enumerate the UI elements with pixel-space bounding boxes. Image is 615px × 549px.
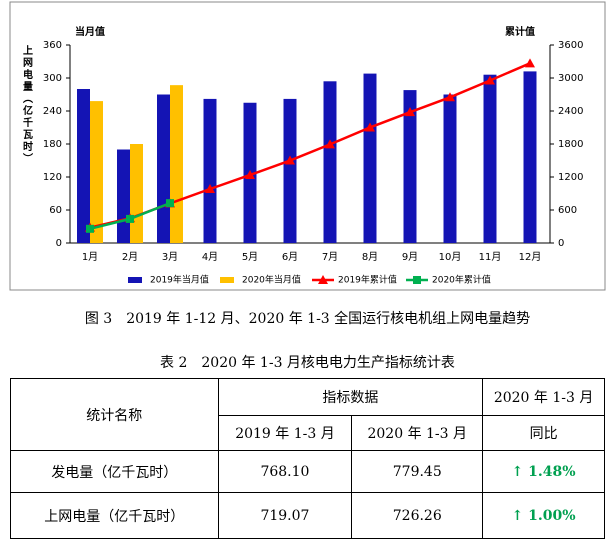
- marker: [365, 122, 375, 132]
- cell: 768.10: [217, 450, 353, 493]
- y2-title: 累计值: [505, 25, 535, 38]
- y-tick-label: 60: [49, 205, 62, 216]
- y2-tick-label: 1800: [558, 139, 583, 150]
- legend-label: 2019年累计值: [338, 274, 397, 286]
- cell: 779.45: [351, 450, 484, 493]
- bar: [403, 90, 417, 243]
- y-tick-label: 120: [43, 172, 62, 183]
- marker: [86, 224, 94, 233]
- cell: 719.07: [217, 492, 353, 539]
- x-tick-label: 11月: [479, 251, 502, 263]
- x-tick-label: 3月: [162, 251, 178, 263]
- y-tick-label: 360: [43, 40, 62, 51]
- bar: [443, 94, 457, 243]
- y2-tick-label: 0: [558, 238, 564, 249]
- y-tick-label: 240: [43, 106, 62, 117]
- marker: [325, 139, 335, 149]
- header-cell: 2020 年 1-3 月: [351, 415, 484, 451]
- y2-tick-label: 3000: [558, 73, 583, 84]
- bar: [77, 89, 90, 243]
- bar: [157, 94, 170, 243]
- x-tick-label: 4月: [202, 251, 218, 263]
- x-tick-label: 7月: [322, 251, 338, 263]
- header-cell: 统计名称: [10, 378, 219, 451]
- x-tick-label: 9月: [402, 251, 418, 263]
- bar: [203, 98, 217, 244]
- x-tick-label: 5月: [242, 251, 258, 263]
- bar: [117, 149, 130, 243]
- cell: ↑ 1.48%: [482, 450, 605, 493]
- header-cell: 2019 年 1-3 月: [217, 415, 353, 451]
- x-tick-label: 8月: [362, 251, 378, 263]
- bar: [170, 85, 183, 244]
- cell: 上网电量（亿千瓦时）: [10, 492, 219, 539]
- header-cell: 同比: [482, 415, 605, 451]
- marker: [413, 276, 421, 284]
- x-tick-label: 12月: [519, 251, 542, 263]
- x-tick-label: 10月: [439, 251, 462, 263]
- bar: [90, 101, 103, 243]
- bar: [323, 81, 337, 243]
- up-arrow: ↑: [511, 463, 524, 480]
- yoy-value: 1.48%: [528, 463, 576, 480]
- bar: [130, 144, 143, 243]
- header-cell: 2020 年 1-3 月: [482, 378, 605, 416]
- marker: [205, 183, 215, 193]
- marker: [445, 92, 455, 102]
- table-title: 表 2 2020 年 1-3 月核电电力生产指标统计表: [160, 355, 455, 371]
- marker: [245, 169, 255, 179]
- chart: 当月值 累计值 上网电量（亿千瓦时） 060120180240300360060…: [9, 1, 606, 291]
- y-tick-label: 300: [43, 73, 62, 84]
- marker: [166, 199, 174, 208]
- y-title: 当月值: [75, 25, 105, 38]
- table: 统计名称 指标数据 2020 年 1-3 月 2019 年 1-3 月 2020…: [10, 378, 605, 539]
- y-axis-label: 上网电量（亿千瓦时）: [21, 44, 34, 165]
- marker: [318, 275, 328, 284]
- bar: [523, 71, 537, 244]
- y2-tick-label: 600: [558, 205, 577, 216]
- y2-tick-label: 2400: [558, 106, 583, 117]
- chart-frame: [9, 1, 606, 291]
- bar: [363, 73, 377, 243]
- y-tick-label: 0: [56, 238, 62, 249]
- legend-label: 2020年累计值: [432, 274, 491, 286]
- bar: [283, 98, 297, 244]
- bar: [483, 74, 497, 243]
- marker: [126, 214, 134, 223]
- x-tick-label: 6月: [282, 251, 298, 263]
- marker: [405, 107, 415, 117]
- x-tick-label: 2月: [122, 251, 138, 263]
- legend-label: 2019年当月值: [150, 274, 209, 286]
- yoy-value: 1.00%: [528, 507, 576, 524]
- marker: [485, 75, 495, 85]
- x-tick-label: 1月: [82, 251, 98, 263]
- figure-caption: 图 3 2019 年 1-12 月、2020 年 1-3 全国运行核电机组上网电…: [84, 311, 531, 327]
- marker: [285, 155, 295, 165]
- up-arrow: ↑: [511, 507, 524, 524]
- marker: [525, 58, 535, 68]
- y2-tick-label: 3600: [558, 40, 583, 51]
- header-cell: 指标数据: [217, 378, 484, 416]
- legend-swatch: [220, 277, 234, 283]
- y-tick-label: 180: [43, 139, 62, 150]
- cell: ↑ 1.00%: [482, 492, 605, 539]
- legend-label: 2020年当月值: [242, 274, 301, 286]
- legend-swatch: [128, 277, 142, 283]
- y2-tick-label: 1200: [558, 172, 583, 183]
- cell: 发电量（亿千瓦时）: [10, 450, 219, 493]
- cell: 726.26: [351, 492, 484, 539]
